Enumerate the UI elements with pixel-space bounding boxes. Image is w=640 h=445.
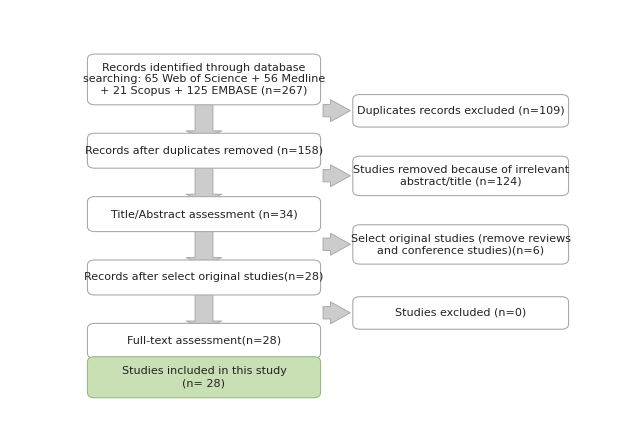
Text: Records after duplicates removed (n=158): Records after duplicates removed (n=158)	[85, 146, 323, 156]
FancyBboxPatch shape	[88, 260, 321, 295]
Text: Records after select original studies(n=28): Records after select original studies(n=…	[84, 272, 324, 283]
Text: Full-text assessment(n=28): Full-text assessment(n=28)	[127, 336, 281, 346]
Polygon shape	[323, 100, 350, 121]
Polygon shape	[186, 353, 222, 362]
Polygon shape	[186, 227, 222, 265]
FancyBboxPatch shape	[353, 297, 568, 329]
Polygon shape	[186, 290, 222, 328]
Text: Studies excluded (n=0): Studies excluded (n=0)	[395, 308, 526, 318]
FancyBboxPatch shape	[353, 94, 568, 127]
Polygon shape	[186, 100, 222, 138]
FancyBboxPatch shape	[88, 197, 321, 231]
FancyBboxPatch shape	[88, 133, 321, 168]
Text: Records identified through database
searching: 65 Web of Science + 56 Medline
+ : Records identified through database sear…	[83, 63, 325, 96]
Polygon shape	[323, 302, 350, 324]
Polygon shape	[186, 163, 222, 202]
Text: Studies removed because of irrelevant
abstract/title (n=124): Studies removed because of irrelevant ab…	[353, 165, 569, 187]
FancyBboxPatch shape	[88, 324, 321, 358]
Text: Select original studies (remove reviews
and conference studies)(n=6): Select original studies (remove reviews …	[351, 234, 571, 255]
Polygon shape	[323, 233, 350, 255]
Text: Studies included in this study
(n= 28): Studies included in this study (n= 28)	[122, 366, 287, 388]
FancyBboxPatch shape	[88, 54, 321, 105]
FancyBboxPatch shape	[353, 156, 568, 196]
FancyBboxPatch shape	[88, 356, 321, 398]
FancyBboxPatch shape	[353, 225, 568, 264]
Text: Duplicates records excluded (n=109): Duplicates records excluded (n=109)	[357, 106, 564, 116]
Text: Title/Abstract assessment (n=34): Title/Abstract assessment (n=34)	[111, 209, 298, 219]
Polygon shape	[323, 165, 350, 187]
